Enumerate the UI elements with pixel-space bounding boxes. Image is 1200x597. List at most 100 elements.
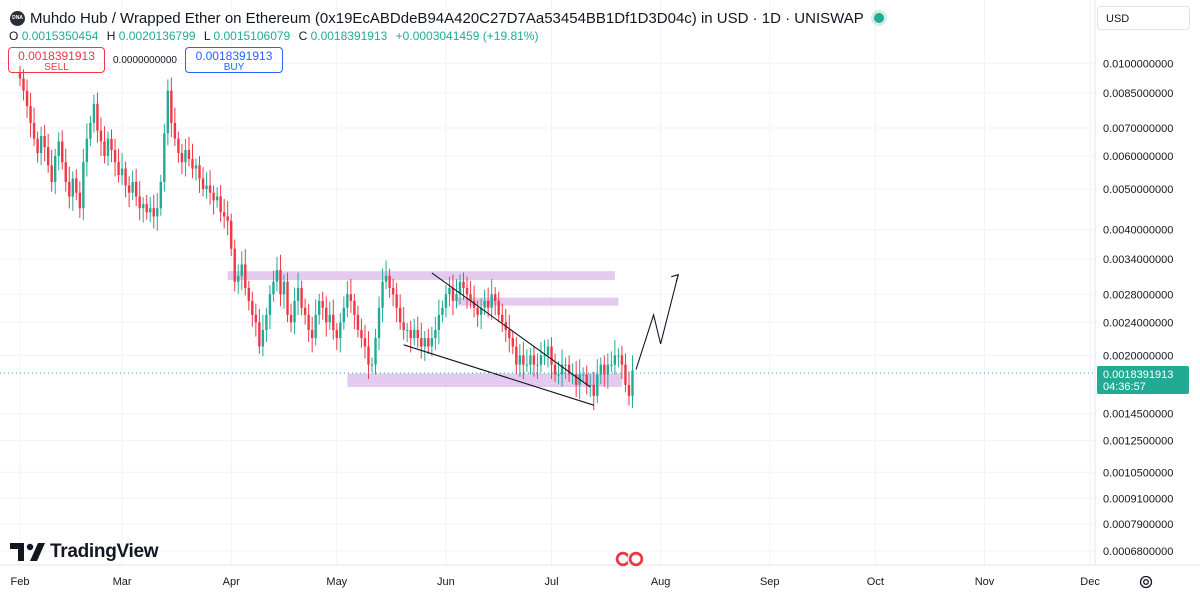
candle-body xyxy=(342,307,346,323)
time-axis[interactable]: Feb Mar Apr May Jun Jul Aug Sep Oct Nov Dec xyxy=(11,576,1101,588)
candle-body xyxy=(462,281,465,288)
candle-body xyxy=(356,314,360,331)
price-axis-tick: 0.0050000000 xyxy=(1103,184,1173,196)
candle-body xyxy=(574,374,578,385)
candle-body xyxy=(532,355,536,365)
candle-body xyxy=(142,204,145,209)
candle-body xyxy=(479,307,483,315)
candle-body xyxy=(483,300,486,308)
projection-path xyxy=(635,274,679,370)
candle-body xyxy=(413,330,416,339)
candle-body xyxy=(237,275,240,282)
low-label: L xyxy=(203,29,211,43)
candle-body xyxy=(29,106,32,123)
candle-body xyxy=(444,294,448,308)
sell-button[interactable]: 0.0018391913 SELL xyxy=(8,47,105,73)
buy-button[interactable]: 0.0018391913 BUY xyxy=(185,47,283,73)
change-value: +0.0003041459 (+19.81%) xyxy=(395,29,539,43)
us-flag-event-icon-inner xyxy=(618,554,628,564)
candle-body xyxy=(511,338,514,347)
tradingview-logo-text: TradingView xyxy=(50,541,159,562)
candle-body xyxy=(367,346,370,365)
candle-body xyxy=(261,330,265,347)
candle-body xyxy=(296,287,300,301)
candle-body xyxy=(437,314,441,331)
last-price-tag-value: 0.0018391913 xyxy=(1103,369,1173,381)
candle-body xyxy=(156,208,159,217)
price-axis-tick: 0.0060000000 xyxy=(1103,151,1173,163)
candle-body xyxy=(402,322,405,331)
price-axis-tick: 0.0012500000 xyxy=(1103,436,1173,448)
candle-body xyxy=(603,364,606,375)
last-price-tag: 0.0018391913 04:36:57 xyxy=(1097,366,1189,394)
candle-body xyxy=(472,300,476,308)
candle-body xyxy=(564,364,567,366)
candle-body xyxy=(374,338,377,365)
candle-body xyxy=(328,314,331,323)
candle-body xyxy=(557,374,560,376)
candle-body xyxy=(525,364,529,366)
tradingview-logo: TradingView xyxy=(10,541,159,563)
candle-body xyxy=(85,138,89,163)
candle-body xyxy=(293,300,296,323)
candle-body xyxy=(152,208,155,217)
price-axis-tick: 0.0020000000 xyxy=(1103,350,1173,362)
candle-body xyxy=(325,307,328,323)
us-flag-event-icon-2-inner xyxy=(631,554,641,564)
high-label: H xyxy=(106,29,116,43)
candle-body xyxy=(515,346,518,365)
candle-body xyxy=(170,90,173,123)
candle-body xyxy=(124,168,127,186)
candle-body xyxy=(275,270,279,282)
candle-body xyxy=(54,155,57,182)
candle-body xyxy=(536,364,539,366)
candle-body xyxy=(560,364,564,375)
candle-body xyxy=(286,281,289,315)
candle-body xyxy=(173,122,177,139)
candle-body xyxy=(497,300,500,315)
candle-body xyxy=(501,314,504,323)
candle-body xyxy=(314,314,317,339)
candle-body xyxy=(75,178,78,193)
candle-body xyxy=(61,141,64,163)
price-axis-tick: 0.0009100000 xyxy=(1103,493,1173,505)
candle-body xyxy=(22,78,25,91)
candle-body xyxy=(159,181,162,209)
candle-body xyxy=(191,159,194,169)
currency-selector[interactable]: USD xyxy=(1097,6,1190,30)
price-axis[interactable]: 0.0100000000 0.0085000000 0.0070000000 0.00… xyxy=(1103,58,1173,558)
candle-body xyxy=(624,364,627,385)
candle-body xyxy=(279,270,282,295)
candle-body xyxy=(106,138,110,156)
gear-icon[interactable] xyxy=(1138,574,1154,590)
candle-body xyxy=(222,212,226,217)
candle-body xyxy=(318,300,321,315)
candle-body xyxy=(57,141,60,156)
symbol-title[interactable]: Muhdo Hub / Wrapped Ether on Ethereum (0… xyxy=(30,9,864,27)
candle-body xyxy=(205,185,208,190)
candle-body xyxy=(177,138,180,153)
candle-body xyxy=(398,307,402,323)
candle-body xyxy=(212,192,215,201)
candle-body xyxy=(430,338,434,347)
candle-body xyxy=(120,168,124,176)
candle-body xyxy=(455,294,458,301)
candle-body xyxy=(522,355,525,365)
symbol-header: DNA Muhdo Hub / Wrapped Ether on Ethereu… xyxy=(0,8,884,28)
price-zone xyxy=(456,297,619,306)
candle-body xyxy=(233,248,236,282)
candle-body xyxy=(451,287,455,301)
candle-body xyxy=(599,364,602,375)
candle-body xyxy=(423,338,426,347)
candle-body xyxy=(244,264,247,288)
candle-body xyxy=(43,135,46,148)
time-axis-tick: Nov xyxy=(975,576,995,588)
candle-body xyxy=(265,314,268,331)
low-value: 0.0015106079 xyxy=(213,29,291,43)
candle-body xyxy=(617,355,620,357)
open-value: 0.0015350454 xyxy=(21,29,99,43)
event-icons[interactable] xyxy=(614,550,645,568)
candle-body xyxy=(346,294,349,308)
buy-price: 0.0018391913 xyxy=(195,49,273,63)
